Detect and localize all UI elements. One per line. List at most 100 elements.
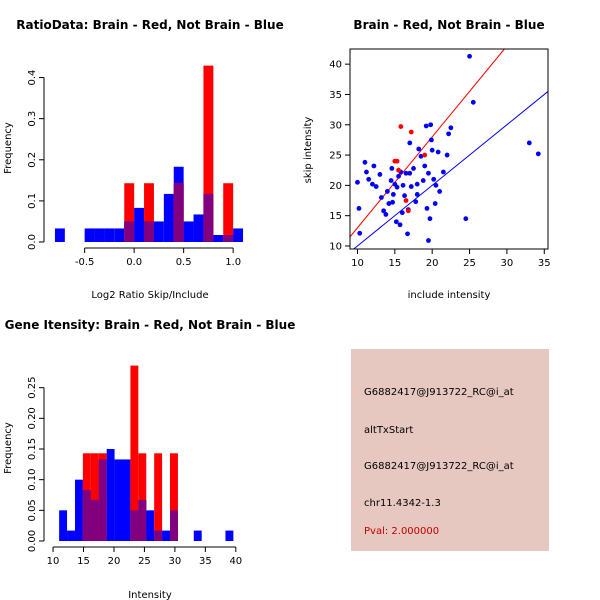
intensity-scatter-point-not-brain: [424, 205, 430, 211]
gene-intensity-histogram-bar-overlap: [82, 490, 91, 541]
intensity-scatter-point-not-brain: [373, 184, 379, 189]
ratio-histogram-x-tick-label: 0.0: [126, 257, 142, 268]
gene-intensity-histogram-y-tick-label: 0.05: [27, 499, 38, 521]
ratio-histogram-bar-not-brain: [134, 207, 145, 242]
gene-intensity-histogram-bar-overlap: [130, 510, 139, 541]
gene-intensity-histogram-bar-overlap: [90, 499, 99, 541]
ratio-histogram-y-tick-label: 0.4: [27, 70, 38, 86]
intensity-scatter-point-brain: [405, 208, 411, 214]
intensity-scatter-point-not-brain: [402, 193, 407, 199]
gene-intensity-histogram-xlabel: Intensity: [128, 590, 172, 600]
intensity-scatter-y-tick-label: 25: [329, 151, 342, 162]
intensity-scatter-x-tick-label: 20: [426, 258, 439, 269]
ratio-histogram-x-tick-label: 1.0: [225, 257, 241, 268]
intensity-scatter-y-tick-label: 30: [329, 120, 342, 131]
gene-intensity-histogram-y-tick-label: 0.25: [27, 377, 38, 399]
intensity-scatter-fit-line-brain: [349, 48, 505, 238]
intensity-scatter-y-tick-label: 10: [329, 241, 342, 252]
intensity-scatter-point-not-brain: [428, 122, 434, 128]
intensity-scatter-point-not-brain: [426, 238, 431, 243]
gene-intensity-histogram-bar-overlap: [154, 530, 163, 541]
ratio-histogram-bar-brain: [124, 183, 135, 242]
info-pval: Pval: 2.000000: [364, 526, 440, 537]
gene-intensity-histogram-bar-not-brain: [67, 530, 75, 541]
intensity-scatter-point-not-brain: [355, 179, 360, 185]
intensity-scatter-content: [349, 48, 549, 250]
intensity-scatter-point-not-brain: [448, 125, 454, 131]
ratio-histogram: RatioData: Brain - Red, Not Brain - Blue…: [3, 18, 284, 301]
intensity-scatter-point-not-brain: [413, 199, 419, 205]
gene-intensity-histogram-y-tick-label: 0.15: [27, 438, 38, 460]
intensity-scatter-point-not-brain: [371, 163, 377, 169]
intensity-scatter-point-not-brain: [378, 195, 384, 200]
intensity-scatter-point-brain: [394, 158, 400, 164]
intensity-scatter-point-not-brain: [388, 178, 394, 183]
gene-intensity-histogram-bar-overlap: [138, 499, 147, 541]
intensity-scatter-point-not-brain: [426, 170, 431, 176]
intensity-scatter-point-not-brain: [408, 184, 414, 189]
ratio-histogram-bar-not-brain: [193, 214, 204, 242]
ratio-histogram-y-tick-label: 0.1: [27, 193, 38, 209]
intensity-scatter-point-not-brain: [418, 153, 424, 159]
intensity-scatter-point-not-brain: [433, 182, 439, 188]
gene-intensity-histogram-bar-not-brain: [146, 510, 155, 541]
intensity-scatter-point-not-brain: [429, 137, 434, 143]
intensity-scatter-y-tick-label: 15: [329, 211, 342, 222]
gene-intensity-histogram-bar-not-brain: [162, 530, 171, 541]
ratio-histogram-bar-overlap: [203, 193, 214, 242]
intensity-scatter-point-not-brain: [393, 219, 399, 225]
intensity-scatter-point-brain: [408, 129, 414, 135]
gene-intensity-histogram-axes: 10 15 20 25 30 35 40 0.00 0.05 0.10 0.15 0.20 0.25: [27, 377, 242, 567]
info-probe-id: G6882417@J913722_RC@i_at: [364, 387, 514, 398]
intensity-scatter-point-not-brain: [437, 189, 443, 194]
ratio-histogram-bar-not-brain: [183, 221, 194, 242]
gene-intensity-histogram-y-tick-label: 0.10: [27, 469, 38, 491]
ratio-histogram-bar-not-brain: [54, 228, 65, 242]
intensity-scatter-point-not-brain: [397, 222, 403, 228]
intensity-scatter-point-brain: [422, 152, 428, 158]
intensity-scatter-point-brain: [403, 198, 409, 203]
intensity-scatter-point-not-brain: [389, 165, 395, 171]
ratio-histogram-y-tick-label: 0.0: [27, 234, 38, 250]
ratio-histogram-bar-not-brain: [104, 228, 115, 242]
gene-intensity-histogram-bar-not-brain: [106, 449, 115, 541]
intensity-scatter-point-not-brain: [370, 181, 375, 187]
intensity-scatter-plot-box: [349, 48, 549, 250]
intensity-scatter-point-not-brain: [394, 184, 400, 190]
intensity-scatter-point-not-brain: [383, 212, 389, 217]
gene-intensity-histogram-y-tick-label: 0.00: [27, 530, 38, 552]
gene-intensity-histogram: Gene Itensity: Brain - Red, Not Brain - …: [3, 318, 295, 600]
intensity-scatter-point-not-brain: [463, 216, 469, 222]
gene-intensity-histogram-x-tick-label: 25: [138, 556, 151, 567]
ratio-histogram-bar-not-brain: [114, 228, 125, 242]
intensity-scatter-axes: 10 15 20 25 30 35 10 15 20 25 30 35 40: [329, 48, 551, 269]
intensity-scatter-x-tick-label: 25: [463, 258, 476, 269]
gene-intensity-histogram-bar-brain: [90, 453, 99, 541]
intensity-scatter-y-tick-label: 40: [329, 60, 342, 71]
gene-intensity-histogram-bar-brain: [138, 453, 147, 541]
intensity-scatter-point-not-brain: [526, 140, 532, 146]
ratio-histogram-bar-not-brain: [84, 228, 95, 242]
ratio-histogram-bars: [54, 65, 244, 242]
intensity-scatter-point-not-brain: [414, 181, 420, 187]
intensity-scatter-point-not-brain: [444, 152, 450, 158]
gene-intensity-histogram-bar-not-brain: [114, 459, 123, 541]
intensity-scatter-x-tick-label: 35: [538, 258, 551, 269]
intensity-scatter-y-tick-label: 35: [329, 90, 342, 101]
ratio-histogram-axes: -0.5 0.0 0.5 1.0 0.0 0.1 0.2 0.3 0.4: [27, 70, 241, 268]
intensity-scatter-point-not-brain: [366, 176, 372, 182]
ratio-histogram-bar-overlap: [124, 221, 135, 242]
intensity-scatter-point-not-brain: [446, 131, 452, 137]
intensity-scatter-point-not-brain: [407, 140, 413, 146]
gene-intensity-histogram-bar-brain: [130, 365, 139, 541]
info-location: chr11.4342-1.3: [364, 498, 441, 509]
info-panel: G6882417@J913722_RC@i_at altTxStart G688…: [351, 349, 549, 551]
gene-intensity-histogram-bars: [59, 365, 234, 541]
intensity-scatter-fit-line-not-brain: [353, 91, 549, 250]
intensity-scatter-point-not-brain: [377, 172, 383, 177]
intensity-scatter-point-not-brain: [405, 231, 410, 237]
info-event-type: altTxStart: [364, 425, 414, 436]
intensity-scatter-point-not-brain: [384, 189, 390, 194]
gene-intensity-histogram-x-tick-label: 20: [108, 556, 121, 567]
